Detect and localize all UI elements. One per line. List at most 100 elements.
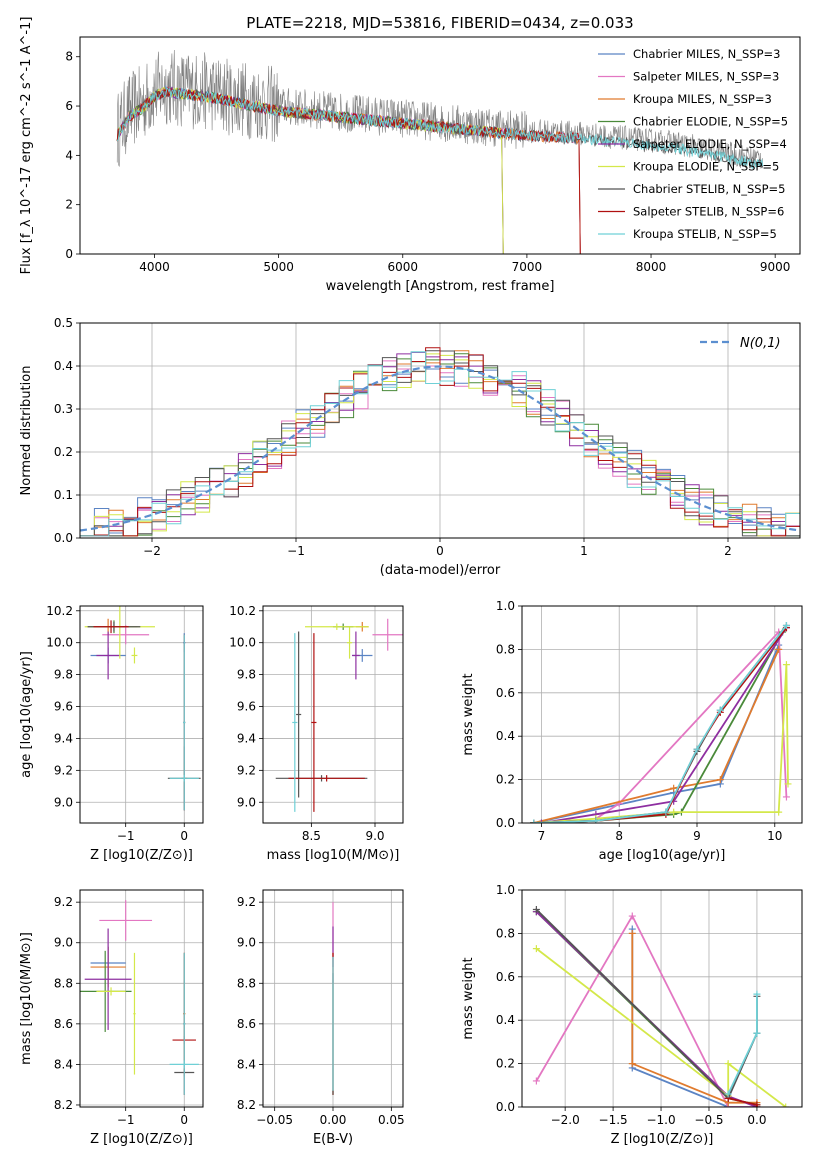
y-tick-label: 9.0 bbox=[237, 795, 256, 809]
mass-weight-point bbox=[775, 808, 783, 816]
panel-mass-vs-Z: −1 0 8.2 8.4 8.6 8.8 9.0 9.2 Z [log10(Z/Z⊙)] mass… bbox=[19, 889, 204, 1147]
x-tick-label: 0.00 bbox=[320, 1113, 347, 1127]
y-tick-label: 0 bbox=[65, 247, 73, 261]
y-tick-label: 6 bbox=[65, 99, 73, 113]
x-axis-label: Z [log10(Z/Z⊙)] bbox=[90, 848, 193, 863]
axes-frame bbox=[262, 605, 404, 824]
legend-entry: Salpeter ELODIE, N_SSP=4 bbox=[633, 137, 787, 151]
x-tick-label: −2.0 bbox=[551, 1113, 580, 1127]
y-tick-label: 10.2 bbox=[46, 604, 73, 618]
x-tick-label: −1 bbox=[117, 1113, 135, 1127]
panel-age-vs-Z: −1 0 9.0 9.2 9.4 9.6 9.8 10.0 10.2 Z [log10(Z/Z⊙)… bbox=[19, 604, 204, 863]
mass-weight-line bbox=[535, 914, 757, 1107]
plot-area bbox=[80, 347, 800, 537]
x-tick-label: 9 bbox=[693, 829, 701, 843]
y-tick-label: 8.4 bbox=[54, 1057, 73, 1071]
panel-age-vs-mass: 8.5 9.0 9.0 9.2 9.4 9.6 9.8 10.0 10.2 mass [log10… bbox=[229, 604, 404, 863]
mass-weight-line bbox=[541, 627, 788, 823]
y-tick-label: 8.2 bbox=[237, 1098, 256, 1112]
legend-entry: Salpeter STELIB, N_SSP=6 bbox=[633, 205, 784, 219]
mass-weight-line bbox=[533, 631, 784, 823]
mass-weight-point bbox=[532, 1077, 540, 1085]
mass-weight-line bbox=[631, 929, 757, 1107]
y-tick-label: 9.6 bbox=[237, 700, 256, 714]
axes-frame bbox=[79, 605, 204, 824]
panel-spectrum: Chabrier MILES, N_SSP=3 Salpeter MILES, N… bbox=[19, 17, 801, 294]
mass-weight-point bbox=[592, 817, 600, 823]
y-tick-label: 9.8 bbox=[54, 668, 73, 682]
gaussian-curve bbox=[80, 365, 800, 532]
y-tick-label: 0.0 bbox=[54, 531, 73, 545]
x-tick-label: 9.0 bbox=[365, 829, 384, 843]
y-tick-label: 9.2 bbox=[237, 763, 256, 777]
x-tick-label: 0.05 bbox=[378, 1113, 405, 1127]
y-tick-label: 0.3 bbox=[54, 402, 73, 416]
mass-weight-point bbox=[628, 929, 636, 937]
x-tick-label: 2 bbox=[724, 544, 732, 558]
x-axis-label: wavelength [Angstrom, rest frame] bbox=[326, 279, 555, 294]
mass-weight-point bbox=[662, 808, 670, 816]
mass-weight-line bbox=[595, 629, 788, 820]
y-tick-label: 8.6 bbox=[237, 1017, 256, 1031]
axes-frame bbox=[79, 36, 801, 255]
legend-entry: Chabrier ELODIE, N_SSP=5 bbox=[633, 115, 788, 129]
y-tick-label: 0.2 bbox=[54, 445, 73, 459]
y-tick-label: 1.0 bbox=[496, 599, 515, 613]
mass-weight-point bbox=[724, 1060, 732, 1068]
y-tick-label: 9.0 bbox=[54, 795, 73, 809]
x-axis-label: E(B-V) bbox=[313, 1132, 353, 1147]
mass-weight-line bbox=[533, 664, 789, 823]
y-tick-label: 8.8 bbox=[237, 976, 256, 990]
model-spectrum-line bbox=[116, 86, 764, 169]
y-tick-label: 9.0 bbox=[237, 936, 256, 950]
x-tick-label: 5000 bbox=[263, 260, 294, 274]
y-tick-label: 0.2 bbox=[496, 1057, 515, 1071]
mass-weight-line bbox=[727, 994, 758, 1095]
x-axis-label: (data-model)/error bbox=[380, 563, 501, 578]
y-tick-label: 8.2 bbox=[54, 1098, 73, 1112]
plot-area bbox=[84, 606, 201, 811]
x-tick-label: 1 bbox=[580, 544, 588, 558]
mass-weight-point bbox=[628, 912, 636, 920]
x-tick-label: 8.5 bbox=[302, 829, 321, 843]
mass-weight-point bbox=[753, 990, 761, 998]
mass-weight-point bbox=[782, 622, 790, 630]
mass-weight-point bbox=[716, 706, 724, 714]
x-tick-label: 0 bbox=[180, 829, 188, 843]
legend-entry: Chabrier MILES, N_SSP=3 bbox=[633, 47, 780, 61]
panel-massweight-vs-age: 7 8 9 10 0.0 0.2 0.4 0.6 0.8 1.0 age [log10(age/yr… bbox=[461, 599, 803, 863]
mass-weight-point bbox=[670, 808, 678, 816]
y-tick-label: 0.1 bbox=[54, 488, 73, 502]
figure-title: PLATE=2218, MJD=53816, FIBERID=0434, z=0… bbox=[246, 14, 633, 32]
mass-weight-point bbox=[753, 1029, 761, 1037]
mass-weight-point bbox=[532, 906, 540, 914]
mass-weight-line bbox=[631, 933, 757, 1104]
y-tick-label: 1.0 bbox=[496, 883, 515, 897]
y-tick-label: 8.4 bbox=[237, 1057, 256, 1071]
residual-histogram bbox=[80, 351, 800, 537]
y-tick-label: 0.6 bbox=[496, 970, 515, 984]
y-tick-label: 10.0 bbox=[229, 636, 256, 650]
legend: N(0,1) bbox=[700, 336, 781, 351]
x-tick-label: 8000 bbox=[636, 260, 667, 274]
x-axis-label: Z [log10(Z/Z⊙)] bbox=[90, 1132, 193, 1147]
plot-area bbox=[530, 622, 792, 823]
y-axis-label: age [log10(age/yr)] bbox=[19, 651, 34, 778]
x-tick-label: 7 bbox=[538, 829, 546, 843]
x-tick-label: 4000 bbox=[139, 260, 170, 274]
y-axis-label: Normed distribution bbox=[19, 366, 34, 496]
y-tick-label: 9.6 bbox=[54, 700, 73, 714]
mass-weight-point bbox=[537, 819, 545, 823]
y-tick-label: 4 bbox=[65, 148, 73, 162]
x-axis-label: mass [log10(M/M⊙)] bbox=[267, 848, 400, 863]
y-tick-label: 9.4 bbox=[237, 731, 256, 745]
mass-weight-point bbox=[724, 1090, 732, 1098]
y-axis-label: mass weight bbox=[461, 957, 476, 1039]
y-tick-label: 10.2 bbox=[229, 604, 256, 618]
y-tick-label: 2 bbox=[65, 198, 73, 212]
x-tick-label: −1.0 bbox=[646, 1113, 675, 1127]
x-tick-label: −1.5 bbox=[599, 1113, 628, 1127]
mass-weight-point bbox=[782, 793, 790, 801]
plot-area bbox=[532, 906, 790, 1107]
y-tick-label: 10.0 bbox=[46, 636, 73, 650]
